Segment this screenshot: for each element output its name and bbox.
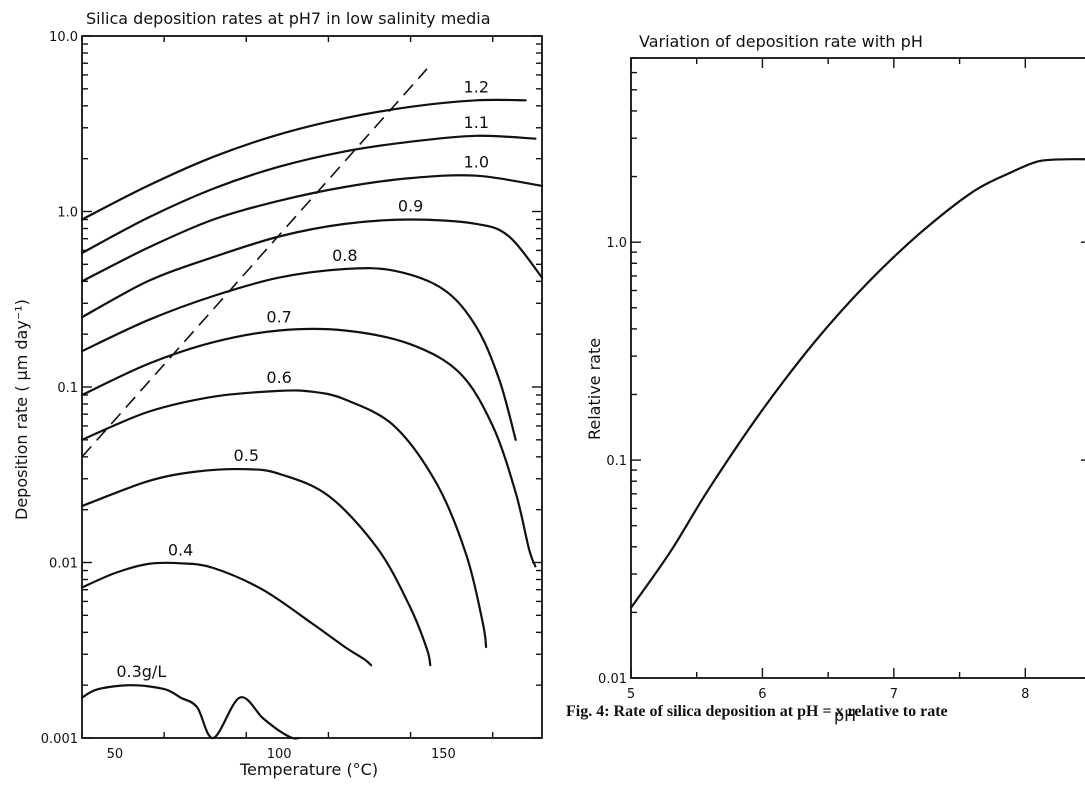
right-curves: [629, 158, 1085, 609]
right-y-ticks: 0.01 0.1 1.0: [598, 57, 1085, 687]
right-y-axis-label: Relative rate: [585, 338, 604, 440]
series-label-0-7: 0.7: [266, 307, 291, 326]
y-tick-label: 0.1: [57, 381, 78, 396]
y-tick-label: 0.01: [49, 557, 78, 572]
left-x-ticks: 50 100 150: [81, 36, 494, 762]
series-line-0-7: [80, 327, 537, 568]
series-label-0-3g-l: 0.3g/L: [116, 662, 166, 681]
series-line-1-2: [80, 98, 527, 221]
right-chart-title: Variation of deposition rate with pH: [639, 32, 923, 51]
series-line-0-8: [80, 267, 517, 441]
x-tick-label: 5: [627, 687, 635, 702]
series-label-1-0: 1.0: [464, 153, 489, 172]
x-tick-label: 150: [431, 747, 456, 762]
series-label-0-9: 0.9: [398, 197, 423, 216]
y-tick-label: 1.0: [606, 236, 627, 251]
left-chart: Silica deposition rates at pH7 in low sa…: [12, 9, 544, 779]
series-line-1-1: [80, 134, 537, 255]
x-tick-label: 8: [1021, 687, 1029, 702]
series-line-0-6: [80, 389, 488, 649]
left-chart-title: Silica deposition rates at pH7 in low sa…: [86, 9, 491, 28]
series-label-0-8: 0.8: [332, 246, 357, 265]
series-label-1-1: 1.1: [464, 113, 489, 132]
y-tick-label: 1.0: [57, 206, 78, 221]
series-label-0-4: 0.4: [168, 540, 193, 559]
x-tick-label: 6: [758, 687, 766, 702]
right-x-ticks: 5 6 7 8: [627, 58, 1029, 702]
left-curve-labels: 1.2 1.1 1.0 0.9 0.8 0.7 0.6 0.5 0.4 0.3g/L: [116, 77, 489, 681]
right-chart: Variation of deposition rate with pH 0.0…: [585, 32, 1085, 725]
y-tick-label: 0.001: [41, 732, 78, 747]
right-plot-frame: [630, 57, 1085, 679]
series-line-0-9: [80, 218, 544, 319]
x-tick-label: 50: [107, 747, 124, 762]
series-label-0-5: 0.5: [234, 446, 259, 465]
series-line-0-5: [80, 468, 432, 667]
right-x-axis-label: pH: [834, 706, 856, 725]
y-tick-label: 10.0: [49, 30, 78, 45]
dashed-reference-line: [81, 68, 428, 458]
left-y-ticks: 0.001 0.01 0.1 1.0 10.0: [41, 30, 542, 747]
series-line-1-0: [80, 174, 544, 283]
series-label-0-6: 0.6: [266, 368, 291, 387]
left-curves: [80, 68, 544, 740]
x-tick-label: 100: [267, 747, 292, 762]
y-tick-label: 0.1: [606, 454, 627, 469]
y-tick-label: 0.01: [598, 672, 627, 687]
x-tick-label: 7: [890, 687, 898, 702]
figure-caption: Fig. 4: Rate of silica deposition at pH …: [566, 703, 948, 720]
left-plot-frame: [81, 35, 543, 739]
left-y-axis-label: Deposition rate ( μm day⁻¹): [12, 299, 31, 520]
series-label-1-2: 1.2: [464, 77, 489, 96]
series-line-0: [629, 158, 1085, 609]
series-line-0-3g-l: [80, 684, 300, 740]
left-x-axis-label: Temperature (°C): [239, 760, 378, 779]
series-line-0-4: [80, 561, 373, 667]
